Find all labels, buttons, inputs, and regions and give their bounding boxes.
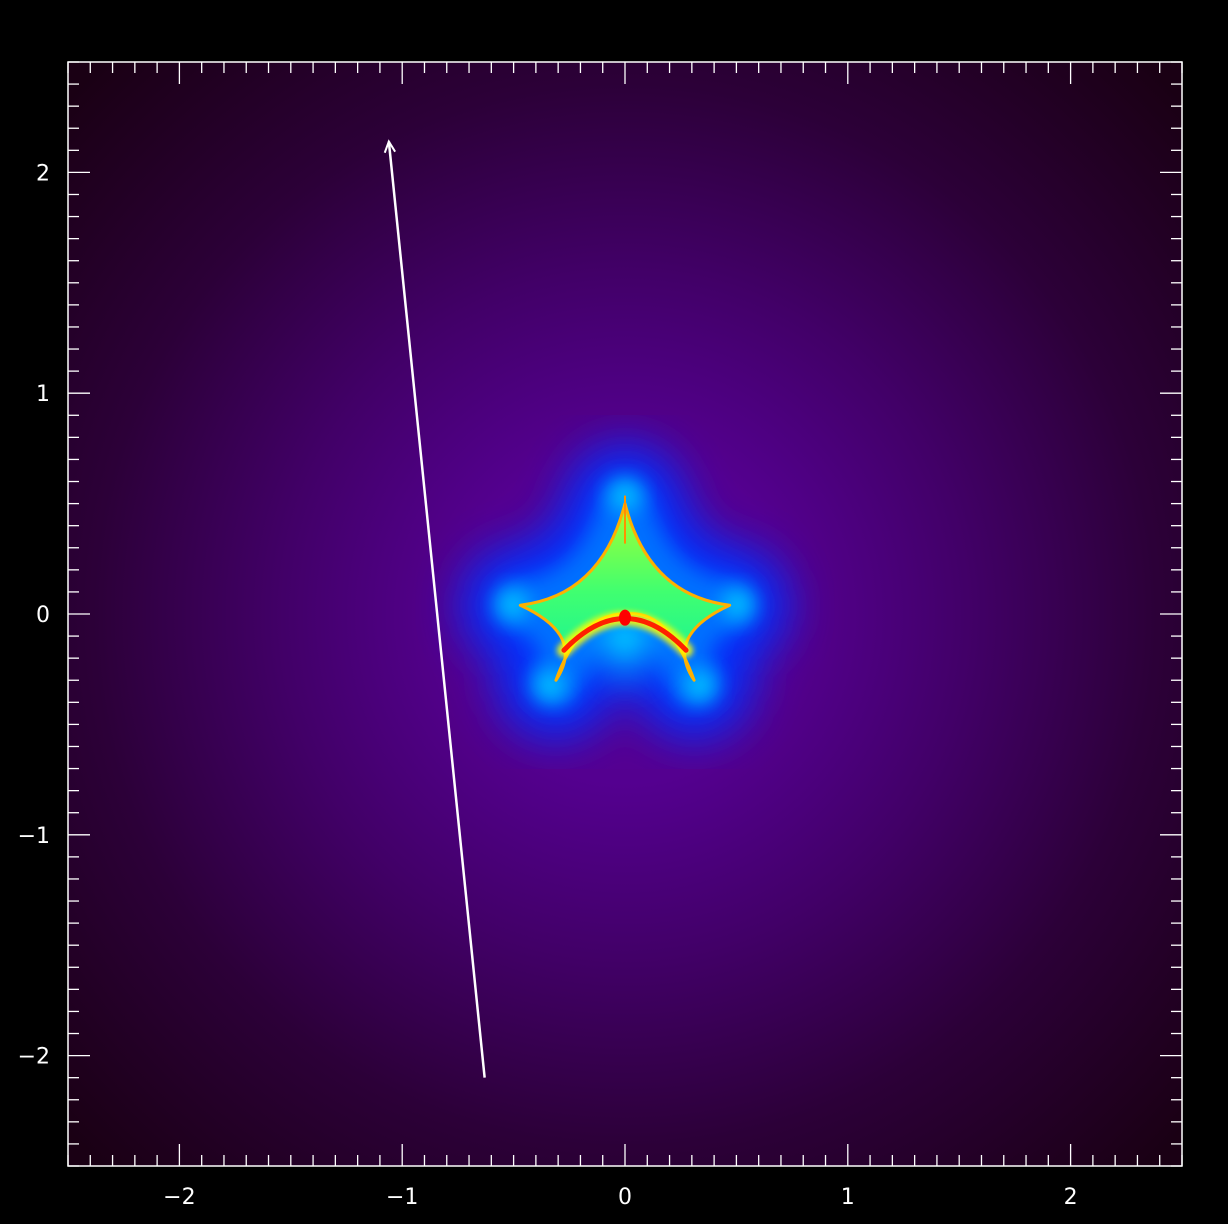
cusp-glow (721, 588, 754, 621)
inner-glow (570, 616, 680, 707)
x-tick-label: 1 (841, 1185, 855, 1210)
y-axis-tick-labels: −2 −1 0 1 2 (18, 161, 50, 1069)
y-tick-label: −1 (18, 824, 50, 849)
caustic-region (518, 495, 732, 682)
x-tick-label: 2 (1064, 1185, 1078, 1210)
trajectory-line (387, 141, 486, 1078)
x-tick-label: 0 (618, 1185, 632, 1210)
cusp-glow (496, 588, 529, 621)
y-tick-label: 2 (36, 161, 50, 186)
axis-ticks (67, 61, 1183, 1167)
y-tick-label: 1 (36, 382, 50, 407)
central-peak (619, 609, 631, 626)
x-tick-label: −2 (163, 1185, 195, 1210)
source-trajectory (383, 139, 486, 1078)
x-axis-tick-labels: −2 −1 0 1 2 (163, 1185, 1077, 1210)
y-tick-label: 0 (36, 603, 50, 628)
cusp-glow (683, 669, 716, 702)
cusp-glow (534, 669, 567, 702)
trajectory-arrowhead (383, 139, 396, 154)
plot-area (68, 62, 1182, 1166)
y-tick-label: −2 (18, 1045, 50, 1070)
x-tick-label: −1 (386, 1185, 418, 1210)
